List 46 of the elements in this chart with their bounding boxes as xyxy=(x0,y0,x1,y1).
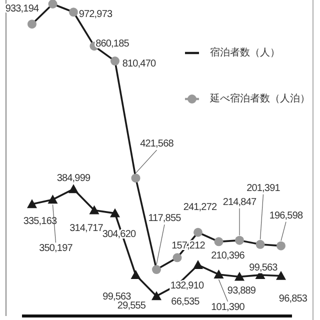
point xyxy=(130,270,141,280)
point xyxy=(194,228,202,237)
point xyxy=(110,56,120,66)
point xyxy=(235,236,244,245)
point xyxy=(152,265,161,274)
data-label: 196,598 xyxy=(269,210,304,222)
data-label: 214,847 xyxy=(222,196,258,208)
data-label: 66,535 xyxy=(171,296,200,308)
data-label: 117,855 xyxy=(148,213,182,224)
data-label: 93,889 xyxy=(227,285,256,296)
point xyxy=(48,0,58,8)
data-label: 101,390 xyxy=(211,302,246,314)
legend-label: 宿泊者数（人） xyxy=(210,46,280,59)
data-label: 421,568 xyxy=(140,138,174,150)
data-label: 384,999 xyxy=(56,172,92,184)
data-label: 241,272 xyxy=(183,202,218,214)
data-label: 972,973 xyxy=(78,8,114,20)
data-label: 314,717 xyxy=(70,222,104,234)
data-label: 860,185 xyxy=(96,38,130,50)
point xyxy=(27,199,37,208)
data-label: 99,563 xyxy=(102,292,132,303)
point xyxy=(69,8,78,17)
data-label: 99,563 xyxy=(249,262,278,274)
data-label: 350,197 xyxy=(39,243,74,254)
point xyxy=(214,237,224,246)
point xyxy=(68,184,78,194)
point xyxy=(214,269,224,278)
data-label: 810,470 xyxy=(122,58,157,70)
data-label: 335,163 xyxy=(23,216,58,227)
point xyxy=(89,205,100,214)
data-label: 201,391 xyxy=(246,183,281,194)
point xyxy=(256,240,265,249)
point xyxy=(152,291,162,300)
point xyxy=(276,270,286,280)
data-label: 210,396 xyxy=(211,250,246,262)
data-label: 29,555 xyxy=(117,300,146,312)
point xyxy=(193,260,203,269)
legend-label: 延べ宿泊者数（人泊） xyxy=(209,92,310,105)
point xyxy=(110,208,120,218)
point xyxy=(172,253,182,262)
data-label: 96,853 xyxy=(278,293,308,304)
point xyxy=(48,194,58,204)
point xyxy=(131,174,140,183)
point xyxy=(276,241,286,250)
point xyxy=(234,272,244,281)
point xyxy=(28,20,36,29)
